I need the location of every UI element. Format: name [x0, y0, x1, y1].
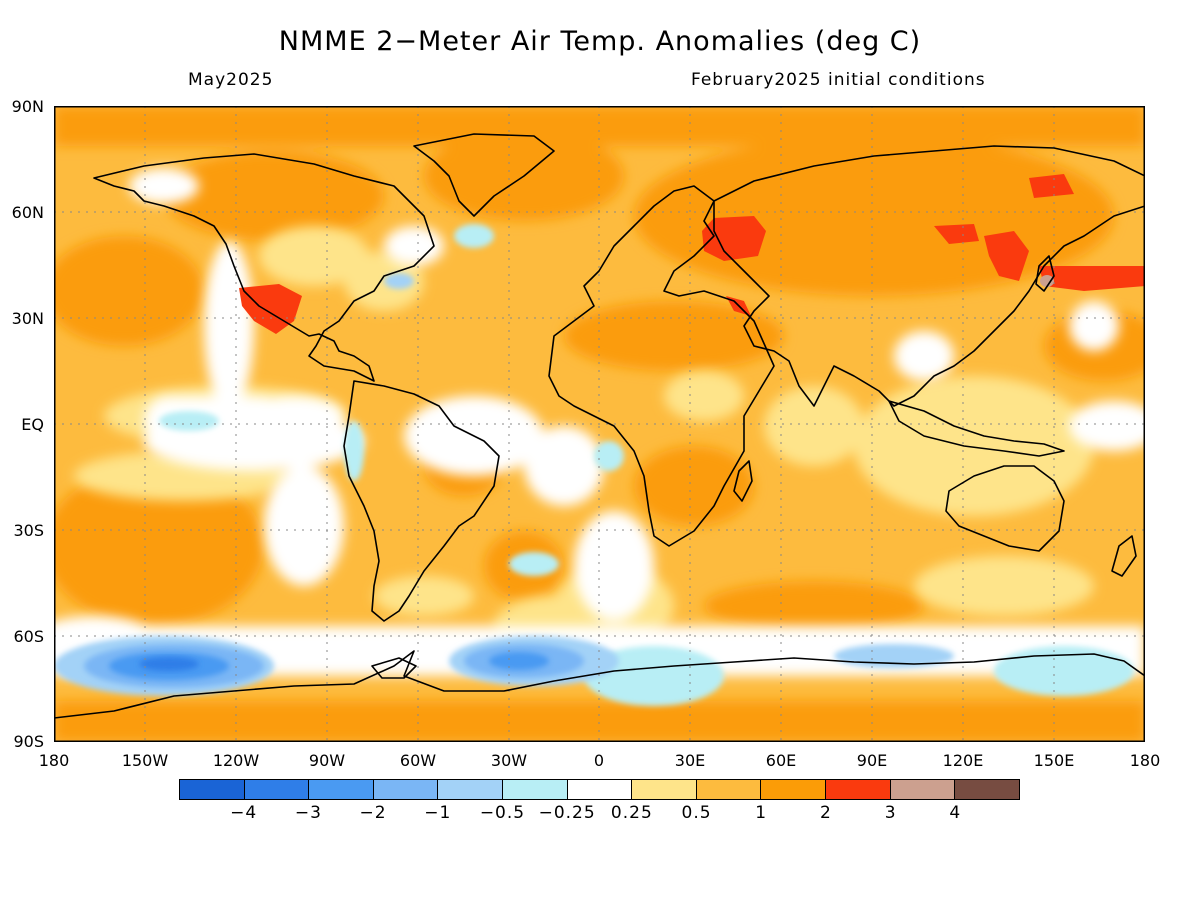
legend-swatch	[503, 779, 568, 800]
legend-tick-label: −0.25	[538, 803, 596, 823]
japan-coast	[1035, 255, 1055, 292]
lat-label-90n: 90N	[11, 97, 44, 116]
lon-label-30e: 30E	[674, 751, 706, 770]
legend-swatch	[826, 779, 891, 800]
legend-swatch	[632, 779, 697, 800]
asia-coast	[713, 145, 1145, 407]
legend-tick-label: −1	[424, 803, 452, 823]
anomaly-fill-deepblue	[139, 657, 199, 671]
lat-label-60s: 60S	[13, 627, 44, 646]
maritime-continent-coast	[888, 400, 1065, 457]
legend-tick-label: −3	[294, 803, 322, 823]
lon-label-180e: 180	[1129, 751, 1161, 770]
legend-tick-label: 2	[820, 803, 832, 823]
legend-swatch	[309, 779, 374, 800]
legend-tick-label: 4	[949, 803, 962, 823]
new-zealand-coast	[1111, 535, 1137, 577]
legend-swatch	[179, 779, 245, 800]
legend-swatch	[373, 779, 439, 800]
anomaly-map	[54, 106, 1145, 742]
coastlines	[54, 133, 1145, 719]
lon-label-30w: 30W	[490, 751, 528, 770]
lon-label-90e: 90E	[856, 751, 888, 770]
antarctic-peninsula-coast	[371, 657, 417, 679]
south-america-coast	[343, 380, 500, 622]
lon-label-60w: 60W	[399, 751, 437, 770]
lat-label-30n: 30N	[11, 309, 44, 328]
legend-swatch	[567, 779, 633, 800]
madagascar-coast	[733, 460, 753, 502]
legend-swatch	[696, 779, 762, 800]
lon-label-120w: 120W	[212, 751, 260, 770]
legend-tick-label: 3	[884, 803, 897, 823]
legend-tick-label: 0.25	[610, 803, 653, 823]
lon-label-150w: 150W	[121, 751, 169, 770]
initial-conditions: February2025 initial conditions	[691, 70, 986, 90]
greenland-coast	[413, 133, 555, 217]
legend-tick-label: −2	[359, 803, 387, 823]
legend-swatch	[438, 779, 504, 800]
legend-tick-label: −0.5	[479, 803, 526, 823]
lat-label-60n: 60N	[11, 203, 44, 222]
legend-swatch	[955, 779, 1020, 800]
lon-label-120e: 120E	[942, 751, 984, 770]
anomaly-fill-yellow	[74, 226, 1094, 656]
anomaly-fill-pink	[1040, 275, 1054, 287]
lat-label-30s: 30S	[13, 521, 44, 540]
map-title: NMME 2−Meter Air Temp. Anomalies (deg C)	[278, 26, 922, 57]
lat-label-90s: 90S	[13, 732, 44, 751]
legend-tick-label: 1	[755, 803, 768, 823]
gridlines	[54, 106, 1145, 742]
antarctica-coast	[54, 650, 1145, 719]
legend-swatch	[890, 779, 956, 800]
legend-tick-label: −4	[230, 803, 258, 823]
north-america-coast	[93, 153, 435, 382]
legend-tick-label: 0.5	[681, 803, 712, 823]
lon-label-180w: 180	[38, 751, 70, 770]
target-month: May2025	[188, 70, 274, 90]
lon-label-60e: 60E	[765, 751, 797, 770]
australia-coast	[945, 465, 1065, 552]
lon-label-90w: 90W	[308, 751, 346, 770]
legend-swatch	[761, 779, 827, 800]
legend-swatch	[244, 779, 310, 800]
map-frame	[54, 106, 1145, 742]
lon-label-150e: 150E	[1033, 751, 1075, 770]
color-legend	[179, 779, 1020, 800]
lon-label-0: 0	[593, 751, 605, 770]
europe-africa-coast	[548, 185, 775, 547]
lat-label-eq: EQ	[21, 415, 44, 434]
